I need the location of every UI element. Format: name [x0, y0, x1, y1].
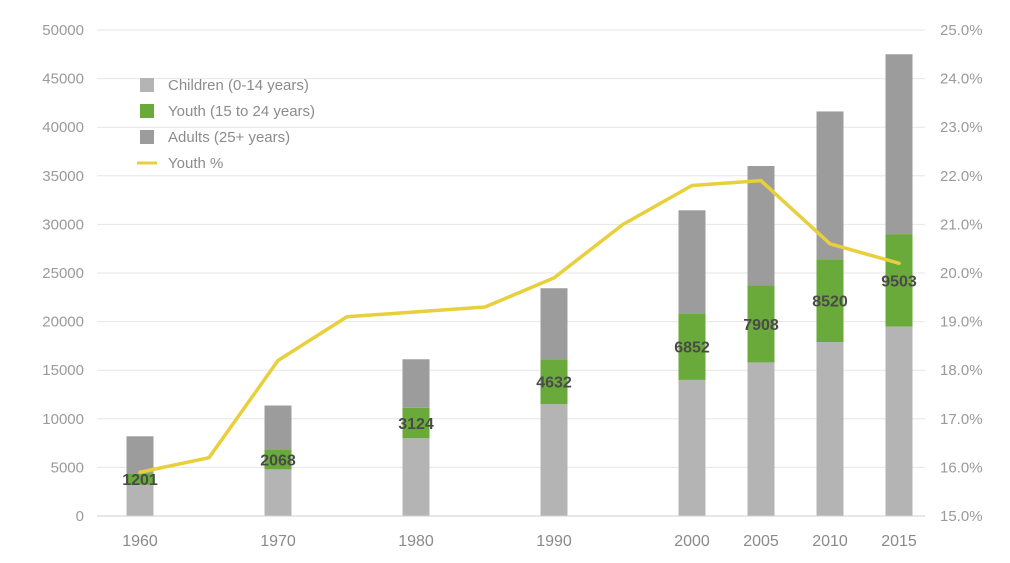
bars-layer: [126, 54, 913, 516]
y-left-tick-label: 30000: [42, 216, 84, 233]
y-right-tick-label: 22.0%: [940, 168, 983, 185]
legend-swatch: [140, 78, 154, 92]
y-left-tick-label: 35000: [42, 168, 84, 185]
bar-segment-adults: [402, 359, 430, 408]
legend-swatch: [140, 130, 154, 144]
y-right-tick-label: 23.0%: [940, 119, 983, 136]
bar-segment-youth: [540, 359, 568, 405]
bar-segment-children: [678, 379, 706, 516]
youth-data-label: 4632: [536, 375, 572, 392]
youth-data-label: 1201: [122, 472, 158, 489]
x-tick-label: 2010: [812, 533, 848, 550]
line-layer: [138, 178, 901, 475]
bar-segment-children: [816, 342, 844, 516]
x-tick-label: 1990: [536, 533, 572, 550]
bar-segment-children: [264, 469, 292, 516]
y-right-tick-label: 21.0%: [940, 216, 983, 233]
youth-data-label: 6852: [674, 340, 710, 357]
youth-percent-line: [138, 178, 901, 475]
y-right-tick-label: 24.0%: [940, 71, 983, 88]
bar-segment-adults: [885, 54, 913, 235]
y-right-tick-label: 17.0%: [940, 411, 983, 428]
youth-data-label: 8520: [812, 294, 848, 311]
y-left-tick-label: 50000: [42, 22, 84, 39]
youth-data-label: 7908: [743, 317, 779, 334]
y-left-tick-label: 10000: [42, 411, 84, 428]
legend: Children (0-14 years) Youth (15 to 24 yea…: [137, 77, 315, 172]
bar-segment-youth: [678, 313, 706, 380]
y-right-tick-label: 19.0%: [940, 314, 983, 331]
x-tick-label: 2015: [881, 533, 917, 550]
bar-segment-youth: [402, 407, 430, 439]
y-right-tick-label: 16.0%: [940, 459, 983, 476]
bar-segment-adults: [126, 436, 154, 474]
x-tick-label: 1960: [122, 533, 158, 550]
x-tick-label: 2000: [674, 533, 710, 550]
x-tick-label: 1970: [260, 533, 296, 550]
bar-segment-youth: [747, 285, 775, 363]
labels-layer: 1201 2068 3124 4632 6852 7908 8520 9503: [122, 273, 917, 489]
legend-label: Children (0-14 years): [168, 77, 309, 94]
bar-segment-adults: [747, 166, 775, 286]
legend-label: Adults (25+ years): [168, 129, 290, 146]
bar-segment-children: [126, 484, 154, 516]
bar-segment-adults: [678, 210, 706, 314]
bar-segment-youth: [816, 259, 844, 343]
bar-segment-youth: [126, 473, 154, 485]
bar-segment-youth: [885, 234, 913, 327]
legend-label: Youth (15 to 24 years): [168, 103, 315, 120]
y-right-tick-label: 18.0%: [940, 362, 983, 379]
y-right-tick-label: 15.0%: [940, 508, 983, 525]
y-right-tick-label: 20.0%: [940, 265, 983, 282]
y-left-tick-label: 15000: [42, 362, 84, 379]
y-left-tick-label: 25000: [42, 265, 84, 282]
bar-segment-adults: [264, 405, 292, 450]
y-left-tick-label: 40000: [42, 119, 84, 136]
youth-data-label: 2068: [260, 452, 296, 469]
bar-segment-children: [747, 362, 775, 516]
y-left-tick-label: 20000: [42, 314, 84, 331]
x-tick-label: 2005: [743, 533, 779, 550]
bar-segment-children: [402, 438, 430, 516]
x-tick-label: 1980: [398, 533, 434, 550]
legend-label: Youth %: [168, 155, 223, 172]
bar-segment-youth: [264, 449, 292, 470]
youth-data-label: 3124: [398, 416, 434, 433]
youth-data-label: 9503: [881, 273, 917, 290]
y-left-tick-label: 45000: [42, 71, 84, 88]
legend-swatch: [140, 104, 154, 118]
bar-segment-children: [885, 326, 913, 516]
axis-layer: 0 5000 10000 15000 20000 25000 30000 35000 40000…: [42, 22, 982, 550]
bar-segment-children: [540, 404, 568, 516]
bar-segment-adults: [540, 288, 568, 360]
y-left-tick-label: 5000: [51, 459, 84, 476]
y-right-tick-label: 25.0%: [940, 22, 983, 39]
y-left-tick-label: 0: [76, 508, 84, 525]
